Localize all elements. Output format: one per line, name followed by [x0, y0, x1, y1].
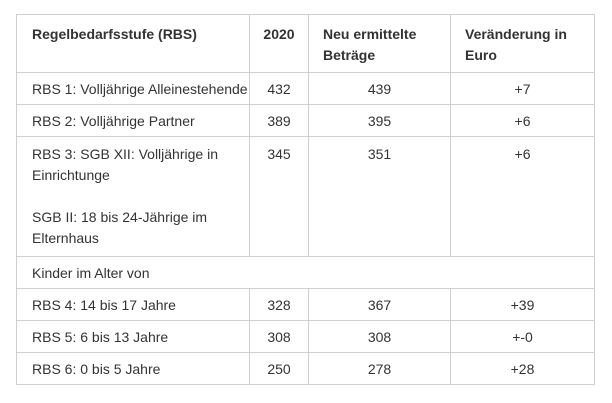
value-neu: 278: [308, 352, 451, 385]
table-row: RBS 3: SGB XII: Volljährige in Einrichtu…: [16, 136, 595, 257]
value-2020: 345: [249, 136, 309, 257]
value-diff: +39: [450, 288, 595, 321]
row-label: RBS 3: SGB XII: Volljährige in Einrichtu…: [32, 146, 218, 183]
row-label: RBS 5: 6 bis 13 Jahre: [16, 320, 250, 353]
row-label-cell: RBS 3: SGB XII: Volljährige in Einrichtu…: [16, 136, 250, 257]
row-label: RBS 2: Volljährige Partner: [16, 104, 250, 137]
table-header-row: Regelbedarfsstufe (RBS) 2020 Neu ermitte…: [16, 14, 595, 73]
value-2020: 432: [249, 72, 309, 105]
table-row: RBS 5: 6 bis 13 Jahre 308 308 +-0: [16, 320, 595, 353]
value-neu: 367: [308, 288, 451, 321]
header-veraenderung: Veränderung in Euro: [450, 14, 595, 73]
header-2020: 2020: [249, 14, 309, 73]
section-label-kinder: Kinder im Alter von: [16, 256, 595, 289]
value-2020: 389: [249, 104, 309, 137]
value-2020: 328: [249, 288, 309, 321]
row-label-extra: SGB II: 18 bis 24-Jährige im Elternhaus: [32, 209, 208, 246]
value-neu: 439: [308, 72, 451, 105]
regelbedarf-table: Regelbedarfsstufe (RBS) 2020 Neu ermitte…: [16, 14, 595, 385]
value-diff: +-0: [450, 320, 595, 353]
table-row: RBS 1: Volljährige Alleinestehende 432 4…: [16, 72, 595, 105]
value-neu: 351: [308, 136, 451, 257]
value-diff: +6: [450, 136, 595, 257]
line-gap: [32, 186, 249, 207]
header-neu-ermittelte-betraege: Neu ermittelte Beträge: [308, 14, 451, 73]
value-diff: +7: [450, 72, 595, 105]
value-2020: 250: [249, 352, 309, 385]
table-row: RBS 6: 0 bis 5 Jahre 250 278 +28: [16, 352, 595, 385]
table-row: RBS 4: 14 bis 17 Jahre 328 367 +39: [16, 288, 595, 321]
header-regelbedarfsstufe: Regelbedarfsstufe (RBS): [16, 14, 250, 73]
value-2020: 308: [249, 320, 309, 353]
row-label: RBS 6: 0 bis 5 Jahre: [16, 352, 250, 385]
row-label: RBS 1: Volljährige Alleinestehende: [16, 72, 250, 105]
value-diff: +28: [450, 352, 595, 385]
value-diff: +6: [450, 104, 595, 137]
table-row: RBS 2: Volljährige Partner 389 395 +6: [16, 104, 595, 137]
value-neu: 395: [308, 104, 451, 137]
row-label: RBS 4: 14 bis 17 Jahre: [16, 288, 250, 321]
value-neu: 308: [308, 320, 451, 353]
table-section-row: Kinder im Alter von: [16, 256, 595, 289]
